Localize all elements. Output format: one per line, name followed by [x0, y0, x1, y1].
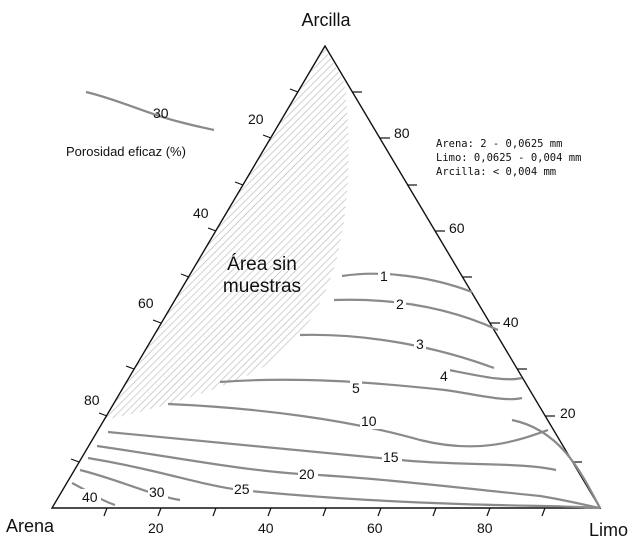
bottom-tick-label-60: 60 — [367, 520, 383, 536]
bottom-tick-label-40: 40 — [258, 520, 274, 536]
left-tick-label-60: 60 — [138, 295, 154, 311]
contour-label-20: 20 — [299, 466, 315, 482]
left-tick-label-40: 40 — [193, 205, 209, 221]
size-class-sand: Arena: 2 - 0,0625 mm — [436, 138, 562, 150]
size-class-clay: Arcilla: < 0,004 mm — [436, 166, 556, 178]
legend-contour-value: 30 — [153, 105, 169, 121]
contour-label-5: 5 — [352, 380, 360, 396]
vertex-label-clay: Arcilla — [301, 10, 351, 30]
no-sample-area-label-line2: muestras — [223, 276, 301, 297]
contour-label-10: 10 — [361, 413, 377, 429]
right-tick-label-60: 60 — [449, 220, 465, 236]
contour-5 — [219, 378, 523, 401]
contour-lines — [71, 272, 601, 510]
contour-15 — [107, 430, 557, 472]
right-tick-label-40: 40 — [503, 314, 519, 330]
contour-label-3: 3 — [416, 336, 424, 352]
vertex-label-sand: Arena — [6, 516, 55, 536]
contour-3 — [299, 333, 495, 370]
right-tick-label-80: 80 — [394, 125, 410, 141]
contour-label-4: 4 — [440, 368, 448, 384]
right-tick-label-20: 20 — [560, 405, 576, 421]
contour-10 — [167, 402, 549, 448]
contour-4 — [443, 367, 523, 381]
contour-label-15: 15 — [383, 449, 399, 465]
contour-labels: 1 2 3 4 5 10 15 20 25 30 40 — [81, 268, 450, 505]
contour-20 — [96, 444, 601, 510]
size-class-silt: Limo: 0,0625 - 0,004 mm — [436, 152, 581, 164]
bottom-tick-label-20: 20 — [148, 520, 164, 536]
vertex-label-silt: Limo — [589, 520, 628, 538]
no-sample-area — [104, 48, 349, 420]
contour-30 — [79, 468, 181, 502]
bottom-tick-label-80: 80 — [477, 520, 493, 536]
contour-label-1: 1 — [380, 268, 388, 284]
left-tick-label-80: 80 — [84, 392, 100, 408]
left-tick-label-20: 20 — [248, 111, 264, 127]
contour-tail — [511, 418, 601, 509]
contour-2 — [333, 298, 499, 332]
left-edge-ticks — [70, 88, 299, 463]
contour-label-40: 40 — [82, 489, 98, 505]
no-sample-area-label-line1: Área sin — [227, 254, 297, 275]
bottom-edge-ticks — [103, 507, 546, 517]
legend-contour-sample — [85, 90, 215, 132]
legend-label: Porosidad eficaz (%) — [66, 144, 186, 159]
contour-label-2: 2 — [396, 296, 404, 312]
contour-label-25: 25 — [234, 481, 250, 497]
contour-25 — [87, 456, 601, 510]
contour-1 — [341, 272, 473, 294]
contour-label-30: 30 — [149, 484, 165, 500]
